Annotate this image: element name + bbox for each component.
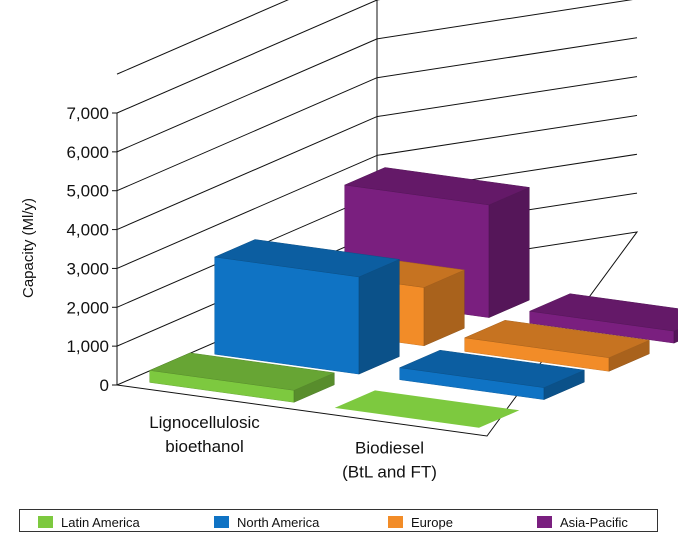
legend-swatch: [38, 516, 53, 528]
legend-swatch: [537, 516, 552, 528]
legend-swatch: [388, 516, 403, 528]
y-tick-label: 4,000: [66, 221, 109, 240]
x-tick-label: Lignocellulosic: [149, 413, 260, 432]
bar-latin-america-0: [148, 352, 336, 403]
legend-item: Latin America: [38, 514, 140, 530]
gridline-back: [376, 76, 638, 118]
y-tick-label: 7,000: [66, 104, 109, 123]
gridline-back: [376, 37, 638, 79]
legend: Latin America North America Europe Asia-Pac…: [19, 509, 658, 532]
y-tick-label: 6,000: [66, 143, 109, 162]
gridline-left: [116, 116, 378, 231]
legend-label: North America: [237, 514, 320, 530]
bar-top: [398, 349, 586, 388]
legend-item: North America: [214, 514, 320, 530]
gridline-left: [116, 0, 378, 114]
legend-item: Asia-Pacific: [537, 514, 628, 530]
y-tick-label: 5,000: [66, 182, 109, 201]
bar-front: [214, 256, 360, 375]
y-tick-label: 2,000: [66, 298, 109, 317]
chart: 0 1,000 2,000 3,000 4,000 5,000 6,000 7,000 Cap…: [20, 0, 678, 482]
bar-north-america-1: [398, 349, 586, 400]
x-tick-label: (BtL and FT): [342, 462, 437, 481]
y-tick-label: 3,000: [66, 259, 109, 278]
gridline-left: [116, 154, 378, 269]
bar-top: [213, 239, 401, 278]
bar-top: [528, 293, 678, 332]
legend-swatch: [214, 516, 229, 528]
gridline-left: [116, 0, 289, 75]
bar-north-america-0: [213, 239, 401, 375]
bar-top: [343, 167, 531, 206]
x-axis-labels: Lignocellulosic bioethanol Biodiesel (BtL a…: [149, 413, 437, 482]
y-axis-ticks: 0 1,000 2,000 3,000 4,000 5,000 6,000 7,000: [66, 104, 117, 395]
legend-label: Asia-Pacific: [560, 514, 628, 530]
legend-label: Europe: [411, 514, 453, 530]
bar-floor: [334, 390, 520, 428]
gridline-back: [376, 114, 638, 156]
bar-latin-america-1: [334, 390, 520, 428]
y-tick-label: 1,000: [66, 337, 109, 356]
bar-side: [488, 187, 530, 318]
legend-label: Latin America: [61, 514, 140, 530]
x-tick-label: bioethanol: [165, 437, 243, 456]
bar-europe-1: [463, 320, 651, 372]
bars: [148, 167, 678, 428]
bar-top: [148, 352, 336, 391]
bar-asia-pacific-1: [528, 293, 678, 344]
gridline-back: [376, 0, 633, 40]
y-tick-label: 0: [100, 376, 109, 395]
gridline-left: [116, 38, 378, 153]
legend-item: Europe: [388, 514, 453, 530]
bar-side: [673, 329, 678, 344]
y-axis-label: Capacity (Ml/y): [20, 198, 37, 298]
gridline-left: [116, 77, 378, 192]
bar-top: [463, 320, 651, 358]
x-tick-label: Biodiesel: [355, 438, 424, 457]
bar-side: [358, 259, 400, 375]
